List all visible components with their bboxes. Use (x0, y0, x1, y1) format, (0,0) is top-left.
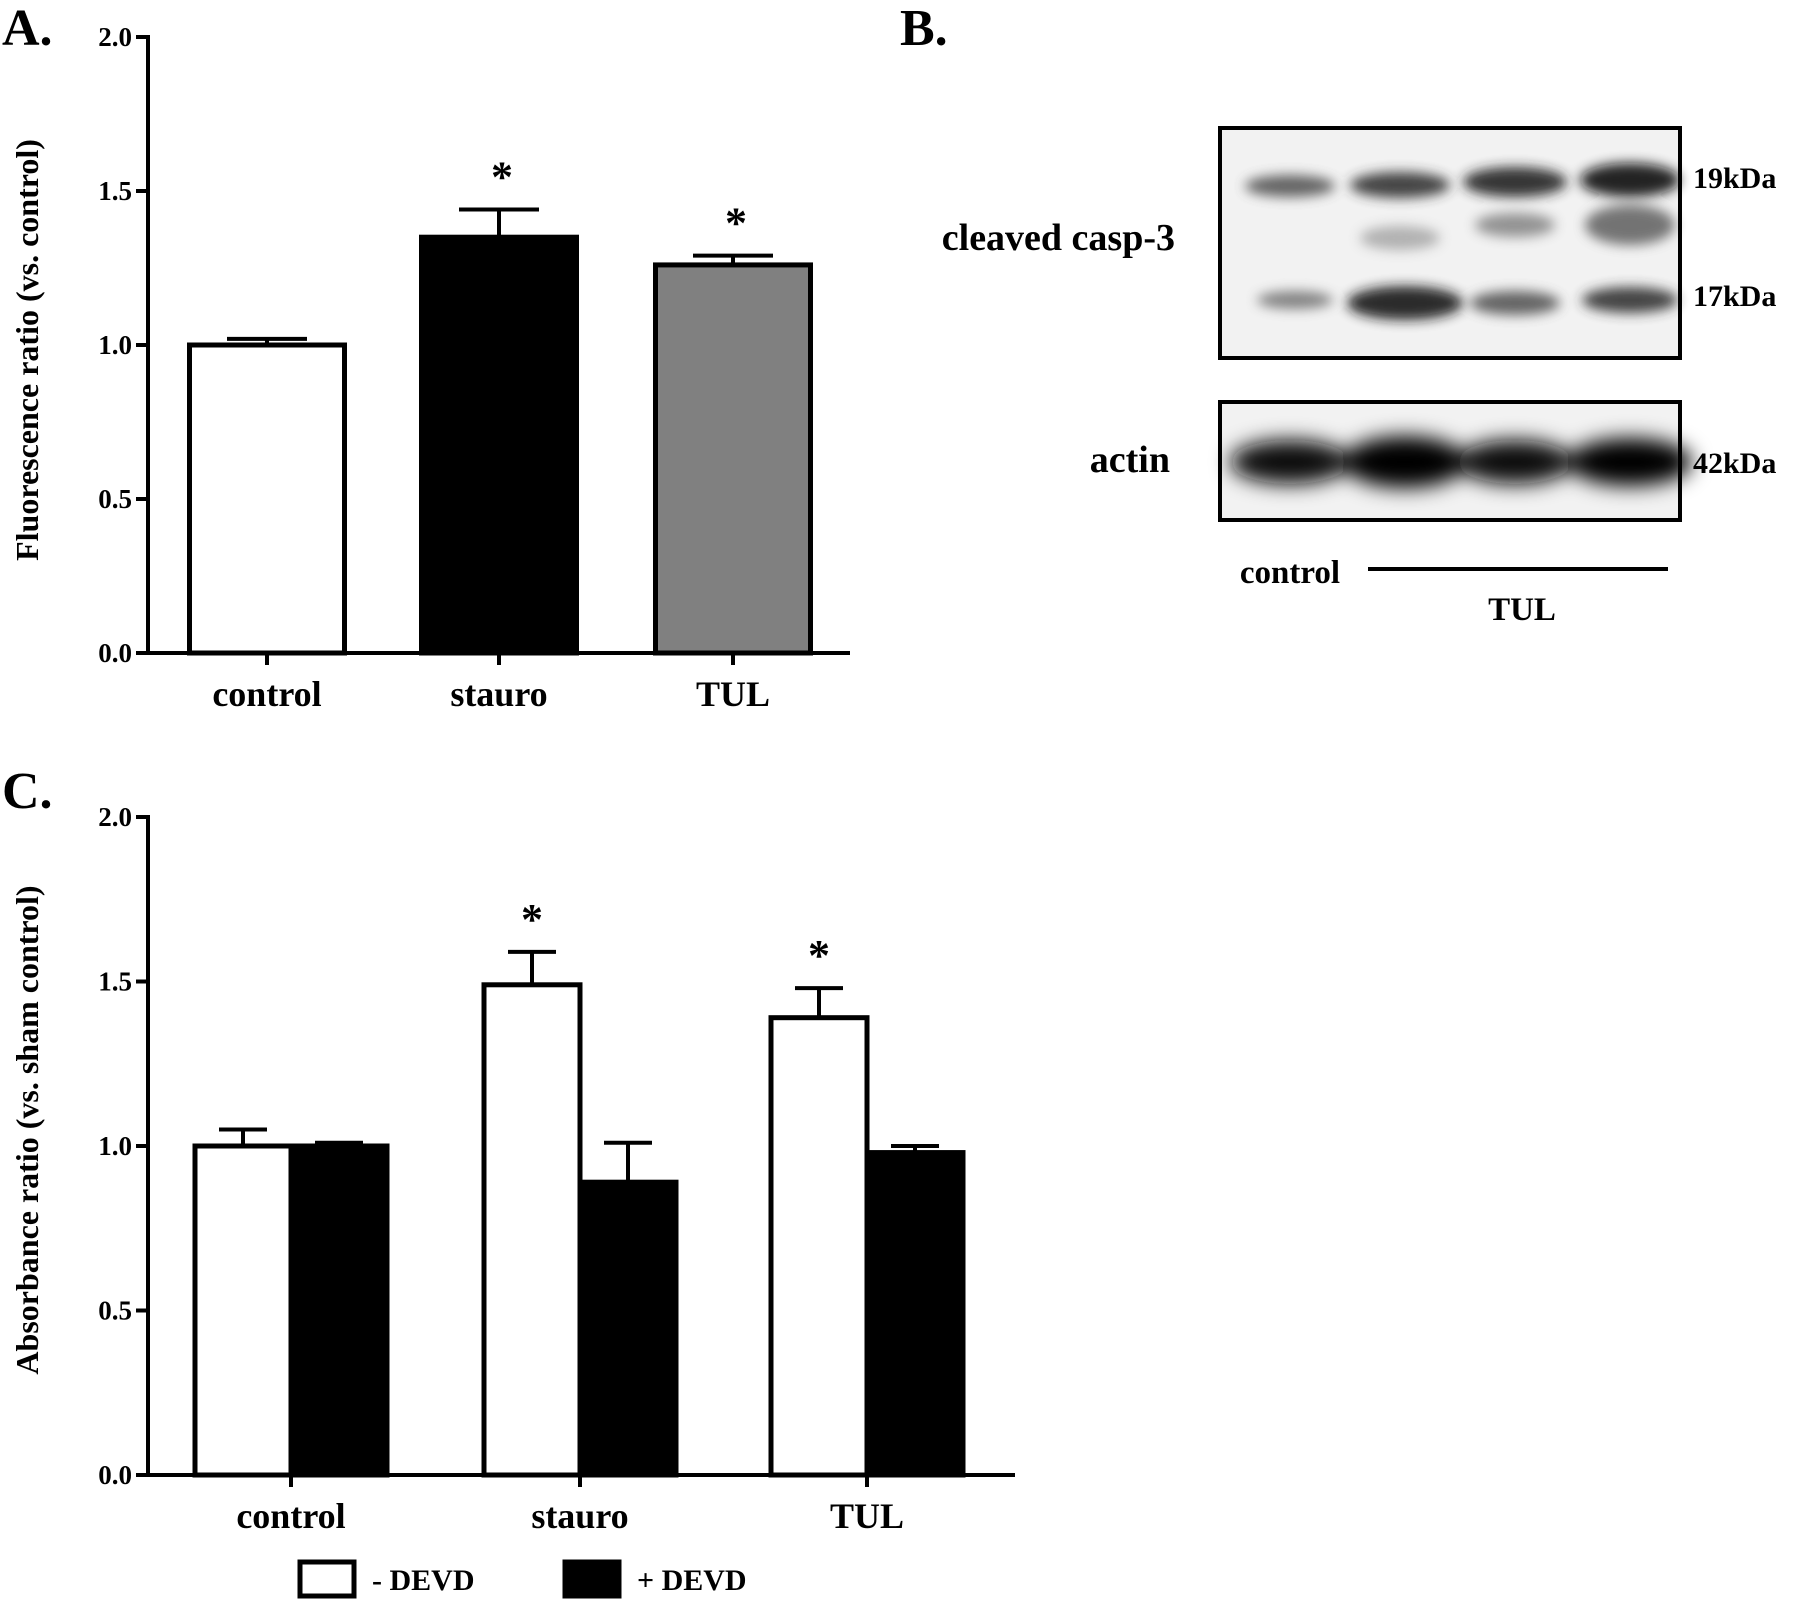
blot-label-cleaved-casp3: cleaved casp-3 (942, 217, 1175, 259)
panel-a-chart: A. Fluorescence ratio (vs. control) 0.0 0… (2, 0, 850, 714)
blot-image-actin (1218, 400, 1692, 522)
panel-c-y-axis-title: Absorbance ratio (vs. sham control) (9, 885, 45, 1374)
panel-c-label: C. (2, 763, 53, 820)
panel-a-y-tick-label: 1.5 (98, 176, 132, 206)
mw-label-17kda: 17kDa (1693, 280, 1776, 313)
lane-label-control: control (1240, 555, 1340, 591)
panel-c-chart: C. Absorbance ratio (vs. sham control) 0… (2, 763, 1015, 1599)
panel-a-y-tick-label: 1.0 (98, 330, 132, 360)
blot-label-actin: actin (1090, 439, 1170, 481)
panel-a-bar-TUL (653, 262, 813, 656)
panel-a-y-tick-label: 2.0 (98, 22, 132, 52)
mw-label-42kda: 42kDa (1693, 447, 1776, 480)
panel-c-bar-stauro-plus-devd (577, 1179, 679, 1478)
panel-c-x-tick-label: control (236, 1496, 345, 1536)
legend-swatch-plus-devd (562, 1559, 622, 1599)
panel-c-y-tick-label: 1.5 (98, 967, 132, 997)
panel-a-x-tick-label: stauro (450, 674, 547, 714)
panel-c-legend: - DEVD + DEVD (297, 1559, 747, 1599)
panel-c-x-tick-label: TUL (830, 1496, 904, 1536)
legend-label-plus-devd: + DEVD (637, 1564, 747, 1597)
panel-a-bar-control (187, 342, 347, 656)
panel-b-label: B. (900, 0, 948, 57)
panel-a-label: A. (2, 0, 53, 57)
panel-c-bar-control-plus-devd (288, 1143, 390, 1478)
panel-a-y-axis-title: Fluorescence ratio (vs. control) (9, 139, 45, 561)
panel-a-y-tick-label: 0.5 (98, 484, 132, 514)
panel-c-bars: ** (192, 895, 966, 1478)
panel-c-y-tick-label: 1.0 (98, 1131, 132, 1161)
mw-label-19kda: 19kDa (1693, 162, 1776, 195)
panel-a-y-tick-label: 0.0 (98, 638, 132, 668)
panel-c-x-tick-label: stauro (531, 1496, 628, 1536)
panel-a-bar-stauro (419, 234, 579, 656)
panel-b-western-blot: B. cleaved casp-3 actin (900, 0, 1776, 628)
panel-a-x-tick-label: TUL (696, 674, 770, 714)
blot-image-cleaved-casp3 (1218, 126, 1682, 360)
panel-a-significance-marker: * (491, 152, 513, 201)
panel-c-bar-TUL-minus-devd (768, 1015, 870, 1478)
panel-c-bar-TUL-plus-devd (864, 1150, 966, 1478)
panel-c-y-tick-label: 0.5 (98, 1296, 132, 1326)
panel-c-significance-marker: * (521, 895, 543, 944)
legend-label-minus-devd: - DEVD (372, 1564, 475, 1597)
panel-c-y-tick-label: 0.0 (98, 1460, 132, 1490)
panel-c-bar-control-minus-devd (192, 1143, 294, 1478)
legend-swatch-minus-devd (297, 1559, 357, 1599)
panel-a-bars: ** (187, 152, 813, 656)
panel-c-bar-stauro-minus-devd (481, 982, 583, 1478)
panel-c-y-tick-label: 2.0 (98, 802, 132, 832)
panel-a-significance-marker: * (725, 199, 747, 248)
panel-c-significance-marker: * (808, 931, 830, 980)
panel-a-x-tick-label: control (212, 674, 321, 714)
lane-label-tul: TUL (1488, 592, 1556, 628)
